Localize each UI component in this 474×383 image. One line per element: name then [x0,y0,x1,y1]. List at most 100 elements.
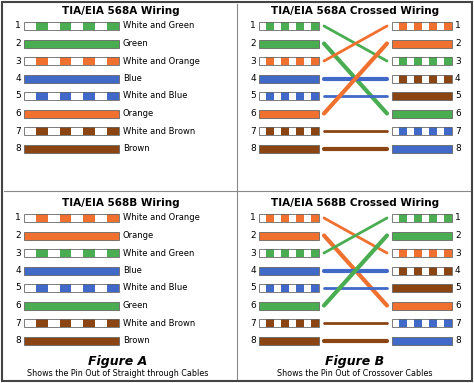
Bar [36,214,48,222]
Bar [392,337,452,344]
Bar [414,127,422,135]
Bar [429,319,437,327]
Bar [60,319,72,327]
Bar [259,284,266,292]
Bar [266,57,274,65]
Bar [48,127,60,135]
Bar [259,22,319,30]
Bar [289,92,297,100]
Text: 3: 3 [250,249,256,257]
Text: 6: 6 [455,301,461,310]
Bar [429,249,437,257]
Bar [282,214,289,222]
Text: 5: 5 [455,92,461,100]
Bar [400,57,407,65]
Bar [266,319,274,327]
Bar [259,92,266,100]
Bar [289,22,297,30]
Bar [445,267,452,275]
Bar [422,75,429,82]
Bar [282,22,289,30]
Text: 5: 5 [15,283,21,293]
Bar [400,267,407,275]
Bar [107,319,119,327]
Bar [429,57,437,65]
Bar [48,284,60,292]
Text: Orange: Orange [123,109,154,118]
Bar [400,22,407,30]
Bar [95,57,107,65]
Bar [297,284,304,292]
Bar [392,267,452,275]
Text: 1: 1 [15,213,21,223]
Bar [95,127,107,135]
Text: 4: 4 [250,266,256,275]
Bar [297,249,304,257]
Bar [24,284,36,292]
Bar [445,57,452,65]
Bar [36,57,48,65]
Bar [259,284,319,292]
Bar [392,22,400,30]
Bar [297,319,304,327]
Text: TIA/EIA 568A Wiring: TIA/EIA 568A Wiring [62,6,179,16]
Text: 6: 6 [250,109,256,118]
Bar [392,75,400,82]
Text: White and Orange: White and Orange [123,213,200,223]
Bar [422,249,429,257]
Bar [107,214,119,222]
Text: 7: 7 [15,319,21,327]
Bar [259,75,319,82]
Text: Blue: Blue [123,74,142,83]
Bar [407,214,414,222]
Bar [24,22,36,30]
Bar [274,127,282,135]
Bar [392,57,452,65]
Bar [266,22,274,30]
Text: 2: 2 [455,231,461,240]
Bar [392,75,452,82]
Bar [311,127,319,135]
Bar [274,249,282,257]
Bar [392,214,400,222]
Bar [289,319,297,327]
Text: 8: 8 [250,336,256,345]
Text: 5: 5 [15,92,21,100]
Bar [259,127,319,135]
Text: 3: 3 [15,57,21,65]
Bar [407,249,414,257]
Text: White and Blue: White and Blue [123,283,188,293]
Bar [422,127,429,135]
Bar [24,39,119,47]
Bar [24,249,119,257]
Text: 1: 1 [455,213,461,223]
Text: 3: 3 [15,249,21,257]
Bar [24,214,36,222]
Bar [24,127,36,135]
Bar [24,319,119,327]
Bar [48,92,60,100]
Bar [445,75,452,82]
Bar [83,249,95,257]
Bar [259,301,319,309]
Bar [107,57,119,65]
Bar [289,57,297,65]
Bar [282,319,289,327]
Text: 4: 4 [15,74,21,83]
Bar [429,22,437,30]
Bar [259,214,266,222]
Bar [24,22,119,30]
Bar [107,284,119,292]
Bar [437,267,445,275]
Bar [297,92,304,100]
Text: 7: 7 [250,319,256,327]
Text: 1: 1 [15,21,21,31]
Bar [297,22,304,30]
Bar [407,22,414,30]
Bar [259,57,319,65]
Text: White and Orange: White and Orange [123,57,200,65]
Text: TIA/EIA 568A Crossed Wiring: TIA/EIA 568A Crossed Wiring [272,6,439,16]
Bar [437,22,445,30]
Bar [304,284,311,292]
Bar [259,319,266,327]
